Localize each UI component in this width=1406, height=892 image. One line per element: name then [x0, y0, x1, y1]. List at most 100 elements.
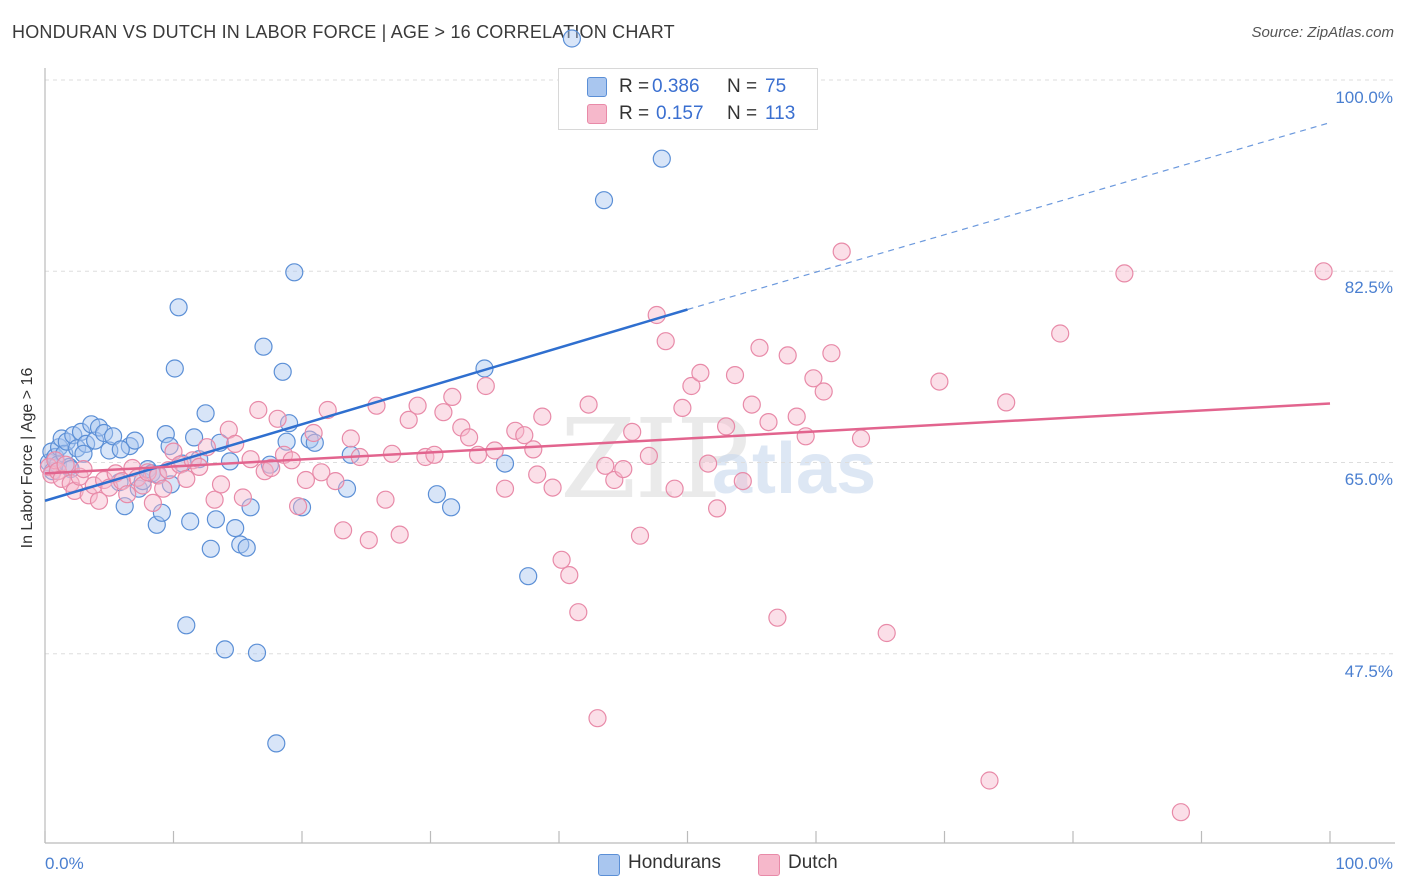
- dutch-point: [742, 395, 761, 414]
- legend-label-dutch: Dutch: [788, 852, 838, 873]
- watermark-zip: ZIP: [560, 395, 750, 523]
- honduran-point: [305, 433, 324, 452]
- dutch-point: [164, 442, 183, 461]
- legend-r-value: 0.386: [652, 76, 700, 97]
- dutch-point: [569, 603, 588, 622]
- legend-label-hondurans: Hondurans: [628, 852, 721, 873]
- dutch-point: [851, 429, 871, 448]
- legend-swatch-dutch: [758, 854, 780, 876]
- correlation-legend: R = 0.386 N = 75 R = 0.157 N = 113: [558, 68, 818, 130]
- dutch-point: [262, 458, 281, 478]
- dutch-point: [707, 499, 727, 518]
- dutch-point: [639, 446, 659, 465]
- y-tick-label: 47.5%: [1345, 662, 1393, 681]
- legend-swatch-dutch: [587, 104, 607, 124]
- dutch-point: [143, 493, 162, 512]
- dutch-point: [698, 454, 718, 473]
- honduran-point: [52, 429, 71, 448]
- honduran-point: [185, 428, 204, 447]
- dutch-point: [304, 423, 323, 443]
- honduran-point: [111, 440, 130, 459]
- honduran-point: [177, 616, 196, 635]
- honduran-point: [254, 337, 273, 356]
- dutch-point: [822, 344, 841, 363]
- dutch-point: [190, 457, 209, 476]
- dutch-point: [787, 407, 806, 426]
- legend-row-hondurans: R = 0.386 N = 75: [559, 74, 817, 100]
- honduran-point: [215, 640, 234, 659]
- honduran-point: [652, 149, 671, 168]
- honduran-point: [594, 191, 614, 210]
- legend-n-value: 113: [765, 103, 796, 124]
- dutch-point: [515, 426, 534, 445]
- y-tick-label: 82.5%: [1345, 278, 1393, 297]
- dutch-point: [56, 455, 75, 474]
- dutch-point: [759, 413, 778, 432]
- dutch-point: [1314, 262, 1333, 281]
- honduran-point: [71, 422, 91, 441]
- honduran-point: [206, 510, 225, 529]
- honduran-point: [519, 567, 538, 586]
- dutch-point: [495, 479, 515, 498]
- dutch-point: [579, 395, 598, 414]
- dutch-point: [543, 478, 562, 497]
- honduran-point: [57, 432, 76, 451]
- honduran-point: [495, 454, 515, 473]
- y-tick-label: 65.0%: [1345, 470, 1393, 489]
- dutch-point: [768, 608, 787, 627]
- dutch-point: [376, 490, 395, 509]
- dutch-point: [665, 479, 684, 498]
- dutch-point: [177, 469, 196, 488]
- honduran-point: [201, 539, 220, 558]
- dutch-point: [296, 470, 315, 490]
- dutch-point: [877, 623, 896, 643]
- dutch-point: [524, 440, 543, 459]
- dutch-point: [341, 429, 360, 448]
- x-tick-label-max: 100.0%: [1335, 854, 1393, 873]
- source-credit: Source: ZipAtlas.com: [1251, 24, 1394, 41]
- dutch-point: [249, 400, 268, 420]
- legend-row-dutch: R = 0.157 N = 113: [559, 101, 817, 127]
- chart-title: HONDURAN VS DUTCH IN LABOR FORCE | AGE >…: [12, 22, 675, 42]
- honduran-point: [241, 498, 260, 517]
- dutch-point: [312, 463, 331, 482]
- legend-n-label: N =: [727, 76, 758, 97]
- dutch-point: [560, 565, 579, 585]
- grid-lines: [45, 79, 1395, 655]
- dutch-point: [552, 550, 571, 569]
- y-tick-label: 100.0%: [1335, 88, 1393, 107]
- dutch-point: [326, 472, 345, 491]
- honduran-point: [152, 503, 171, 522]
- legend-n-value: 75: [765, 76, 787, 97]
- dutch-point: [89, 491, 109, 510]
- dutch-point: [930, 372, 949, 391]
- dutch-point: [289, 497, 308, 516]
- series-legend: Hondurans Dutch: [0, 852, 1406, 876]
- hondurans-points: [39, 29, 671, 753]
- dutch-point: [778, 346, 797, 365]
- dutch-point: [533, 407, 552, 426]
- honduran-point: [165, 359, 184, 378]
- dutch-point: [630, 526, 650, 545]
- dutch-point: [814, 382, 833, 401]
- honduran-point: [226, 518, 245, 538]
- honduran-point: [442, 498, 461, 517]
- dutch-point: [460, 428, 479, 447]
- dutch-point: [359, 530, 378, 550]
- honduran-point: [562, 29, 582, 48]
- dutch-point: [832, 242, 851, 261]
- dutch-point: [233, 488, 252, 507]
- dutch-point: [796, 427, 815, 446]
- dutch-point: [434, 403, 453, 422]
- legend-n-label: N =: [727, 103, 758, 124]
- dutch-point: [588, 709, 607, 728]
- dutch-point: [46, 451, 65, 470]
- dutch-point: [614, 460, 633, 479]
- dutch-point: [476, 376, 495, 396]
- legend-r-label: R =: [619, 103, 650, 124]
- dutch-point: [399, 410, 418, 429]
- dutch-point: [205, 490, 224, 509]
- dutch-point: [596, 456, 615, 475]
- legend-r-value: 0.157: [656, 103, 704, 124]
- honduran-point: [89, 418, 109, 437]
